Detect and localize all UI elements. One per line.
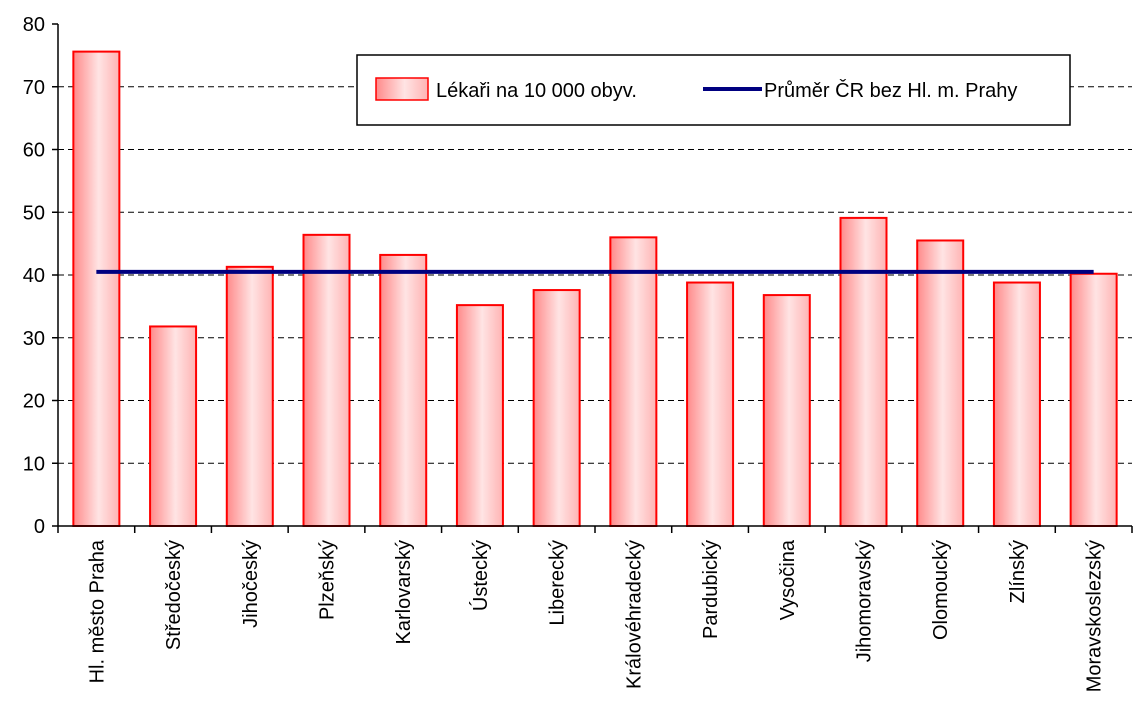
x-category-label: Vysočina	[777, 539, 799, 620]
x-category-label: Karlovarský	[393, 540, 415, 644]
bar	[532, 289, 581, 527]
x-category-label: Středočeský	[163, 540, 185, 650]
x-category-label: Olomoucký	[930, 540, 952, 640]
x-category-label: Ústecký	[469, 540, 492, 611]
y-tick-label: 30	[23, 328, 45, 350]
bar	[686, 281, 735, 527]
bar	[72, 50, 121, 528]
legend-bar-swatch	[375, 77, 429, 101]
x-category-label: Jihomoravský	[854, 540, 876, 662]
legend-label-bars: Lékaři na 10 000 obyv.	[436, 80, 637, 102]
y-tick-label: 20	[23, 391, 45, 413]
bar	[225, 265, 274, 527]
x-category-label: Pardubický	[700, 540, 722, 639]
y-tick-label: 50	[23, 202, 45, 224]
bar	[839, 216, 888, 528]
y-tick-label: 80	[23, 14, 45, 36]
x-category-label: Hl. město Praha	[86, 539, 108, 683]
y-tick-label: 60	[23, 140, 45, 162]
bar	[992, 281, 1041, 527]
bar	[379, 253, 428, 527]
x-category-label: Liberecký	[547, 540, 569, 626]
bar	[455, 304, 504, 527]
y-tick-label: 0	[34, 516, 45, 538]
y-tick-label: 10	[23, 453, 45, 475]
bars	[72, 50, 1118, 528]
y-tick-label: 70	[23, 77, 45, 99]
y-tick-label: 40	[23, 265, 45, 287]
x-category-label: Moravskoslezský	[1084, 540, 1106, 692]
x-category-label: Plzeňský	[317, 540, 339, 620]
x-category-label: Jihočeský	[240, 540, 262, 628]
axes: 0 10 20 30 40 50 60 70 80 Hl. město Praha Středoče…	[23, 14, 1133, 692]
bar	[302, 233, 351, 527]
bar	[1069, 272, 1118, 527]
bar	[149, 325, 198, 527]
bar	[609, 236, 658, 527]
x-category-label: Zlínský	[1007, 540, 1029, 603]
bar	[762, 294, 811, 527]
legend-label-line: Průměr ČR bez Hl. m. Prahy	[764, 79, 1017, 102]
legend: Lékaři na 10 000 obyv. Průměr ČR bez Hl.…	[356, 54, 1071, 126]
x-category-label: Královéhradecký	[623, 540, 645, 689]
bar	[916, 239, 965, 528]
gridlines	[58, 86, 1132, 464]
